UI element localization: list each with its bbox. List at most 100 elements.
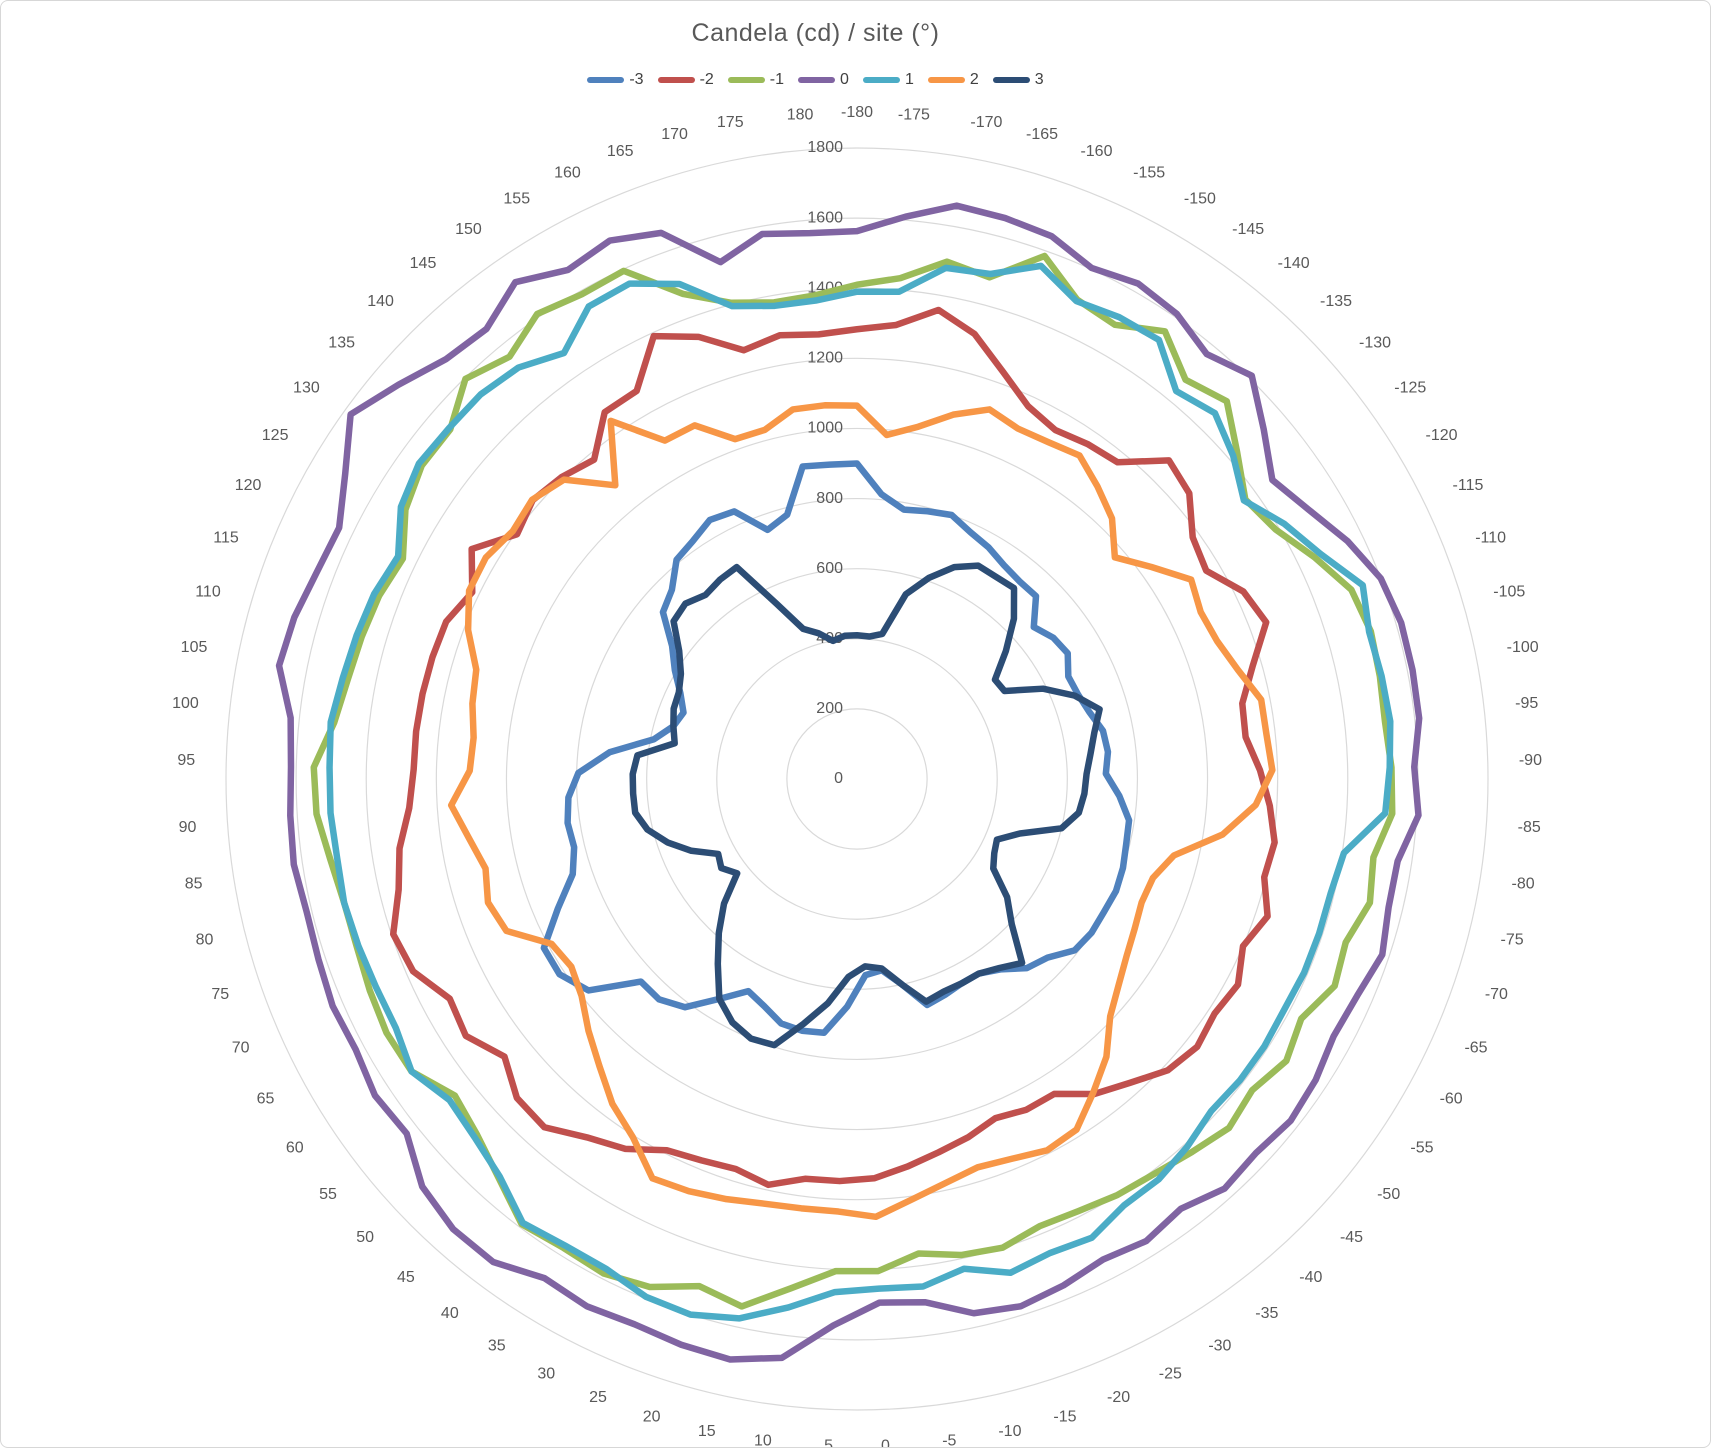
category-label-160: 160 <box>554 165 581 182</box>
category-label--5: -5 <box>942 1433 956 1447</box>
category-label--135: -135 <box>1320 293 1352 310</box>
category-label--80: -80 <box>1512 876 1535 893</box>
category-label--70: -70 <box>1485 986 1508 1003</box>
series-line-2[interactable] <box>447 402 1276 1221</box>
category-label-100: 100 <box>172 695 199 712</box>
legend-label--1: -1 <box>769 71 785 88</box>
category-label--175: -175 <box>898 107 930 124</box>
category-label--40: -40 <box>1299 1269 1322 1286</box>
category-label--125: -125 <box>1394 379 1426 396</box>
gridline-ring-1000 <box>505 427 1209 1131</box>
radial-axis-label-1800: 1800 <box>807 139 843 156</box>
legend-swatch--3 <box>587 77 625 83</box>
legend-swatch-3 <box>992 77 1030 83</box>
category-label--155: -155 <box>1133 165 1165 182</box>
legend-item-1[interactable]: 1 <box>862 71 914 89</box>
legend-item-3[interactable]: 3 <box>992 71 1044 89</box>
category-label-155: 155 <box>503 191 530 208</box>
series-line--2[interactable] <box>389 306 1278 1189</box>
category-label--25: -25 <box>1159 1365 1182 1382</box>
category-label-170: 170 <box>661 126 688 143</box>
category-label--85: -85 <box>1518 819 1541 836</box>
category-label--30: -30 <box>1208 1337 1231 1354</box>
legend-item-2[interactable]: 2 <box>927 71 979 89</box>
series-line-0[interactable] <box>275 202 1423 1363</box>
category-label--75: -75 <box>1501 931 1524 948</box>
category-label--35: -35 <box>1255 1305 1278 1322</box>
gridline-ring-400 <box>716 638 998 920</box>
category-label-125: 125 <box>262 427 289 444</box>
category-label--55: -55 <box>1410 1140 1433 1157</box>
legend-swatch-0 <box>798 77 836 83</box>
category-label--165: -165 <box>1026 126 1058 143</box>
category-label-95: 95 <box>177 752 195 769</box>
series-line--1[interactable] <box>310 252 1396 1310</box>
legend-swatch-2 <box>927 77 965 83</box>
series-line-3[interactable] <box>629 562 1103 1049</box>
legend-label-1: 1 <box>904 71 914 88</box>
category-label--50: -50 <box>1377 1186 1400 1203</box>
category-label-105: 105 <box>181 639 208 656</box>
legend-item--1[interactable]: -1 <box>727 71 785 89</box>
category-label-15: 15 <box>698 1423 716 1440</box>
legend-label-3: 3 <box>1034 71 1044 88</box>
radial-axis-label-1000: 1000 <box>807 420 843 437</box>
category-label-0: 0 <box>881 1438 890 1447</box>
series-line-1[interactable] <box>326 262 1394 1322</box>
legend-item-0[interactable]: 0 <box>798 71 849 89</box>
category-label--130: -130 <box>1359 335 1391 352</box>
legend-label--3: -3 <box>629 71 644 88</box>
category-label--20: -20 <box>1107 1389 1130 1406</box>
category-label-45: 45 <box>397 1269 415 1286</box>
category-label-115: 115 <box>213 529 239 546</box>
category-label-90: 90 <box>179 819 197 836</box>
category-label--115: -115 <box>1453 477 1484 494</box>
category-label--90: -90 <box>1519 752 1542 769</box>
category-label--95: -95 <box>1515 695 1538 712</box>
legend-label-2: 2 <box>969 71 979 88</box>
category-label--45: -45 <box>1340 1229 1363 1246</box>
category-label-50: 50 <box>356 1229 374 1246</box>
category-label--160: -160 <box>1080 143 1112 160</box>
category-label-5: 5 <box>824 1438 833 1447</box>
category-label-10: 10 <box>754 1433 772 1447</box>
category-label--145: -145 <box>1232 221 1264 238</box>
legend: -3 -2 -1 0 1 2 3 <box>1 71 1670 89</box>
legend-swatch--1 <box>727 77 765 83</box>
category-label--15: -15 <box>1053 1408 1076 1425</box>
category-label--170: -170 <box>970 114 1002 131</box>
category-label--180: -180 <box>841 104 873 121</box>
category-label--140: -140 <box>1278 255 1310 272</box>
radial-axis-label-0: 0 <box>834 770 843 787</box>
legend-item--3[interactable]: -3 <box>587 71 644 89</box>
category-label-85: 85 <box>185 876 203 893</box>
radial-axis-label-600: 600 <box>816 560 843 577</box>
radial-axis-label-1200: 1200 <box>807 350 843 367</box>
legend-item--2[interactable]: -2 <box>657 71 714 89</box>
category-label-110: 110 <box>195 583 221 600</box>
category-label--100: -100 <box>1507 639 1539 656</box>
category-label--60: -60 <box>1440 1091 1463 1108</box>
gridline-ring-1200 <box>435 357 1279 1201</box>
category-label-130: 130 <box>293 379 320 396</box>
category-label-75: 75 <box>211 986 229 1003</box>
category-label--10: -10 <box>998 1423 1021 1440</box>
gridline-ring-1800 <box>225 147 1489 1411</box>
category-label--120: -120 <box>1426 427 1458 444</box>
legend-swatch--2 <box>657 77 695 83</box>
category-label-25: 25 <box>589 1389 607 1406</box>
category-label-20: 20 <box>643 1408 661 1425</box>
series-line--3[interactable] <box>540 460 1133 1037</box>
category-label-140: 140 <box>367 293 394 310</box>
gridline-ring-200 <box>786 708 928 850</box>
category-label--150: -150 <box>1184 191 1216 208</box>
radial-axis-label-800: 800 <box>816 490 843 507</box>
category-label-35: 35 <box>488 1337 506 1354</box>
category-label--110: -110 <box>1475 529 1506 546</box>
category-label-180: 180 <box>787 107 814 124</box>
category-label-70: 70 <box>232 1039 250 1056</box>
legend-label--2: -2 <box>699 71 714 88</box>
radial-axis-label-200: 200 <box>816 700 843 717</box>
category-label-120: 120 <box>235 477 262 494</box>
